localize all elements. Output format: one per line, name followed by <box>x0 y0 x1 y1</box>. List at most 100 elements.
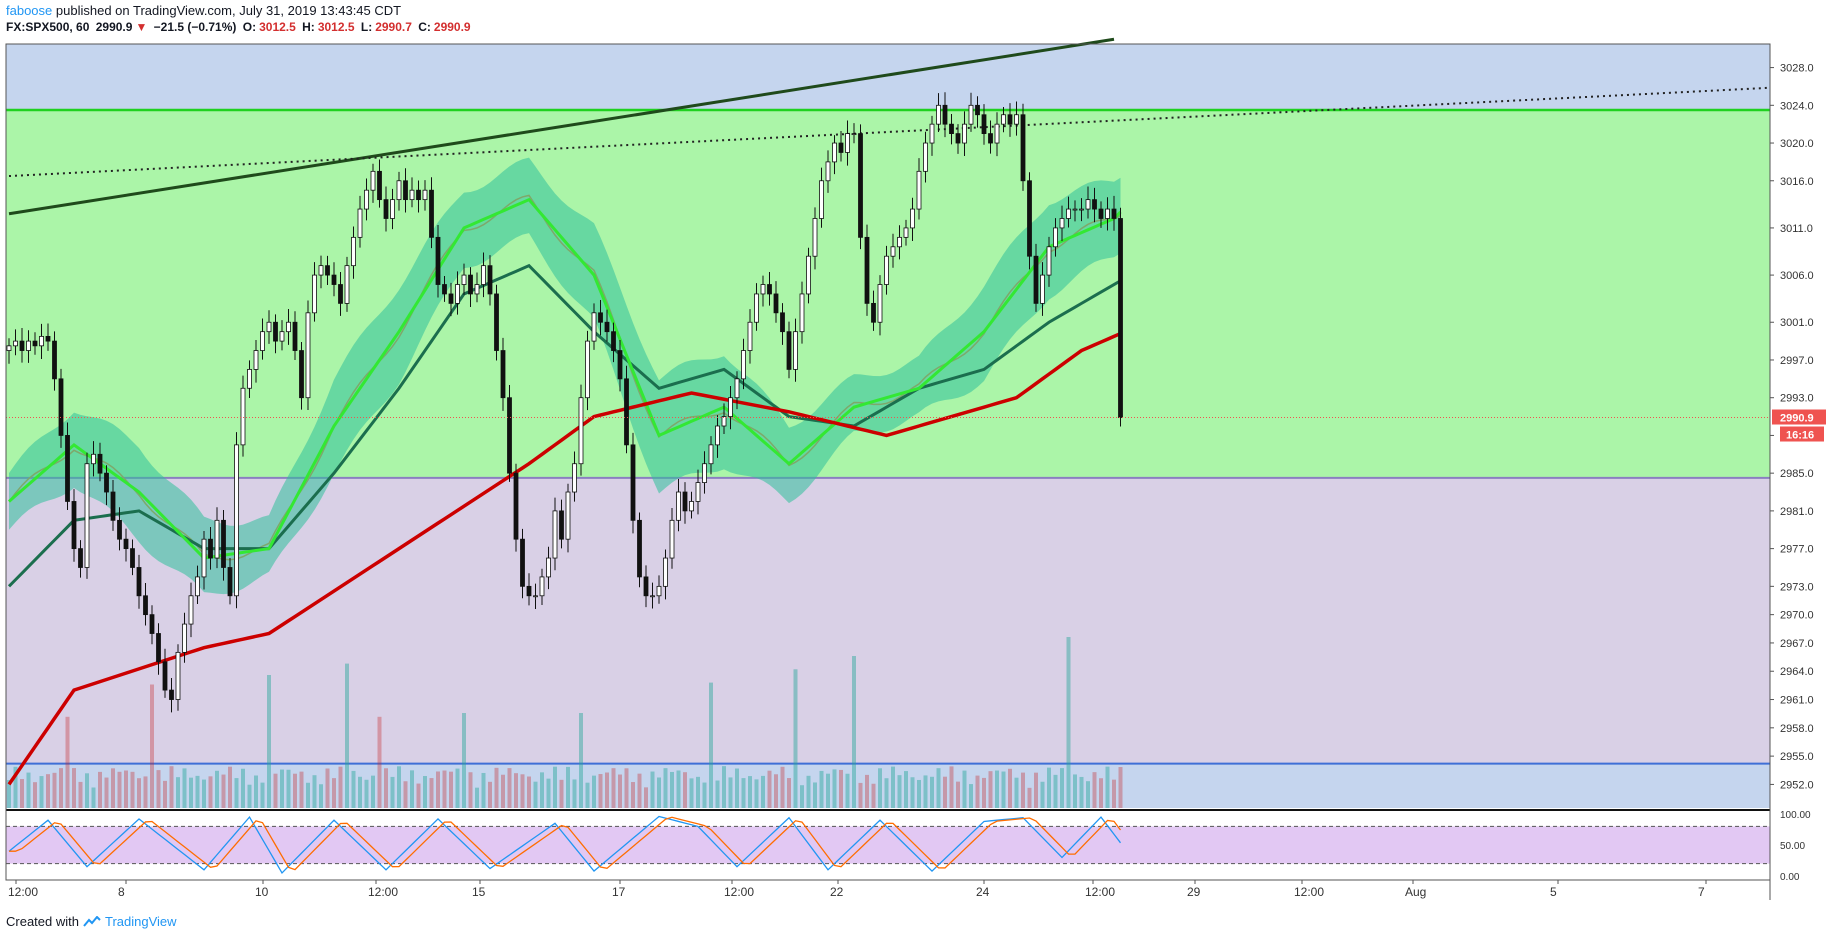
candle <box>487 255 493 306</box>
x-tick-label: 8 <box>118 885 125 899</box>
price-axis-bg <box>1770 44 1828 864</box>
volume-bar <box>637 773 642 808</box>
candle <box>721 403 727 435</box>
candle-body <box>721 416 727 427</box>
candle-body <box>611 331 616 351</box>
candle <box>1098 201 1104 228</box>
candle-body <box>884 255 889 285</box>
volume-bar <box>442 770 447 808</box>
candle-body <box>533 595 538 598</box>
volume-bar <box>891 766 895 808</box>
volume-bar <box>234 778 239 808</box>
candle-body <box>981 114 987 135</box>
candle-body <box>832 142 837 163</box>
candle-body <box>195 576 200 597</box>
y-tick-label: 2985.0 <box>1780 468 1814 480</box>
volume-bar <box>930 776 934 808</box>
candle <box>234 432 239 609</box>
candle <box>1033 243 1039 312</box>
volume-bar <box>572 779 577 808</box>
candle-body <box>26 340 31 351</box>
y-tick-label: 2993.0 <box>1780 393 1814 405</box>
volume-bar <box>416 783 421 808</box>
footer: Created with TradingView <box>6 914 177 929</box>
volume-bar <box>117 771 122 808</box>
volume-bar <box>1105 766 1110 808</box>
candle-body <box>942 104 948 125</box>
candle <box>786 321 792 379</box>
candle-body <box>559 510 564 540</box>
candle-body <box>799 293 805 333</box>
candle-body <box>1098 208 1104 219</box>
candle-body <box>357 208 363 238</box>
candle-body <box>552 510 558 559</box>
candle <box>32 332 38 355</box>
candle-body <box>97 453 103 474</box>
candle-body <box>734 378 740 399</box>
candle-body <box>988 133 993 144</box>
volume-bar <box>501 774 505 808</box>
volume-bar <box>156 770 161 808</box>
volume-bar <box>605 772 609 808</box>
volume-bar <box>215 770 219 808</box>
candle <box>312 262 317 322</box>
volume-bar <box>748 776 752 808</box>
volume-bar <box>761 775 765 808</box>
volume-bar <box>1001 771 1006 808</box>
volume-bar <box>104 777 109 808</box>
volume-bar <box>527 776 531 808</box>
volume-bar <box>1073 774 1077 808</box>
volume-bar <box>436 771 440 808</box>
author-link[interactable]: faboose <box>6 3 53 18</box>
candle <box>71 489 77 562</box>
candle <box>266 310 272 344</box>
candle-body <box>812 218 818 257</box>
candle <box>695 469 701 515</box>
volume-bar <box>592 775 596 808</box>
candle <box>767 271 772 306</box>
volume-bar <box>319 784 323 808</box>
candle-body <box>1007 114 1013 125</box>
candle-body <box>201 538 207 578</box>
volume-bar <box>826 773 830 808</box>
x-tick-label: 12:00 <box>1085 885 1115 899</box>
candle-body <box>1072 208 1078 211</box>
candle <box>546 546 551 590</box>
volume-bar <box>449 771 453 808</box>
candle-body <box>630 444 636 521</box>
stoch-tick-label: 50.00 <box>1780 841 1805 852</box>
candle <box>494 284 499 361</box>
candle <box>734 371 740 410</box>
tradingview-link[interactable]: TradingView <box>104 914 177 929</box>
candle <box>188 582 194 638</box>
volume-bar <box>293 773 297 808</box>
candle <box>864 224 870 316</box>
volume-bar <box>897 775 902 808</box>
candle <box>227 558 233 605</box>
volume-bar <box>1092 772 1097 808</box>
candle-body <box>643 576 649 597</box>
candle <box>903 219 909 246</box>
candle <box>689 491 694 519</box>
volume-bar <box>813 782 817 808</box>
candle-body <box>6 345 12 351</box>
candle-body <box>845 133 850 153</box>
down-arrow-icon: ▼ <box>135 20 148 34</box>
volume-bar <box>462 713 466 808</box>
volume-bar <box>1021 772 1025 808</box>
candle-body <box>1066 208 1071 219</box>
price-chart[interactable]: 3028.0 3024.0 3020.0 3016.0 3011.0 3006.0 3001… <box>0 0 1828 910</box>
volume-bar <box>221 774 226 808</box>
candle-body <box>351 236 356 267</box>
volume-bar <box>332 778 336 808</box>
candle-body <box>234 444 239 597</box>
volume-bar <box>299 771 304 808</box>
volume-bar <box>598 774 603 808</box>
candle-body <box>637 519 642 578</box>
x-tick-label: 7 <box>1698 885 1705 899</box>
candle <box>832 135 837 175</box>
candle <box>461 263 467 295</box>
candle <box>676 479 681 532</box>
candle <box>110 480 116 531</box>
volume-bar <box>624 768 629 808</box>
